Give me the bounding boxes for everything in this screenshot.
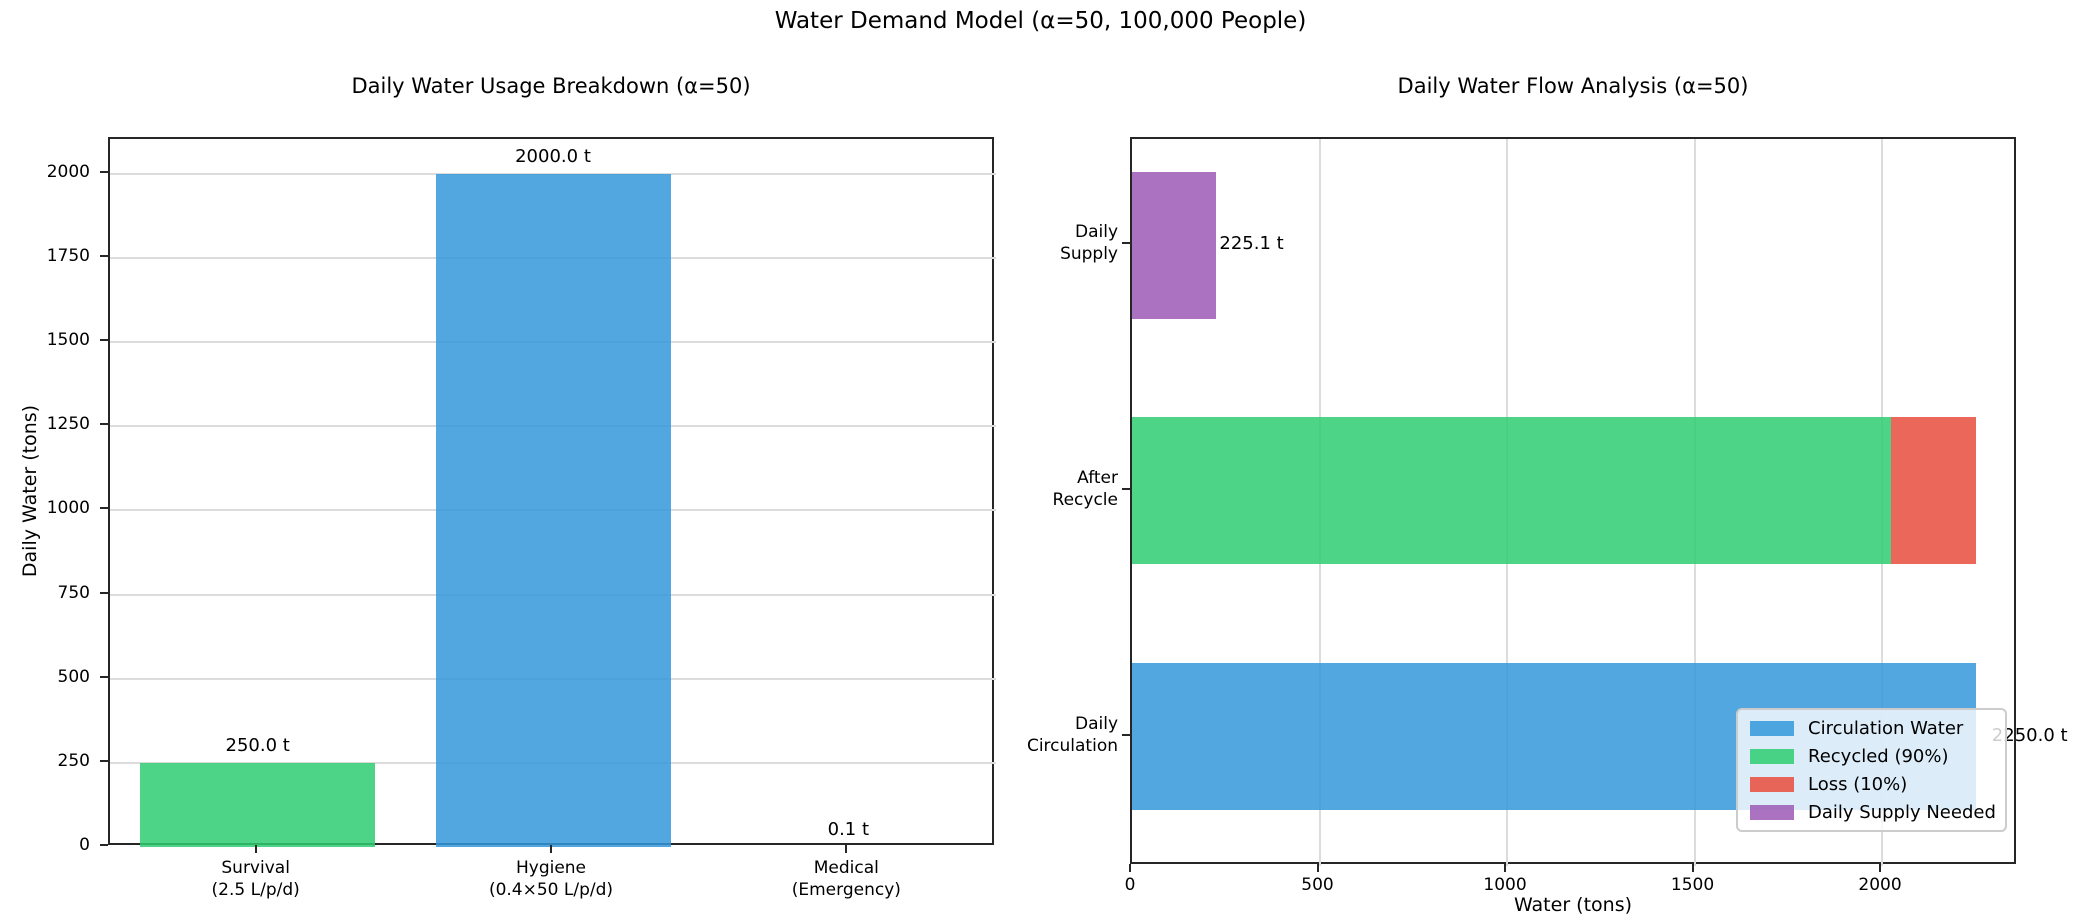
bar-segment-daily-supply-needed: [1132, 171, 1217, 319]
x-category-label: Hygiene (0.4×50 L/p/d): [488, 858, 614, 901]
x-tick-mark: [1504, 864, 1507, 872]
bar-value-label: 250.0 t: [225, 734, 290, 756]
y-tick-mark: [100, 844, 108, 846]
x-category-label: Survival (2.5 L/p/d): [211, 858, 300, 901]
right-x-axis-label: Water (tons): [1513, 894, 1633, 916]
y-tick-mark: [1122, 733, 1130, 736]
x-tick-label: 1500: [1670, 875, 1715, 895]
y-tick-label: 2000: [46, 161, 90, 182]
right-chart-title: Daily Water Flow Analysis (α=50): [1397, 74, 1749, 98]
x-tick-mark: [1316, 864, 1319, 872]
bar-segment-loss-10: [1891, 417, 1976, 565]
legend-item-loss-10: Loss (10%): [1738, 770, 2005, 798]
x-tick-mark: [845, 845, 848, 853]
bar-segment-recycled-90: [1132, 417, 1892, 565]
y-tick-label: 1000: [46, 498, 90, 519]
legend: Circulation Water Recycled (90%) Loss (10%…: [1736, 708, 2007, 832]
legend-swatch-icon: [1750, 804, 1794, 820]
bar-value-label: 2000.0 t: [515, 145, 591, 167]
figure-title: Water Demand Model (α=50, 100,000 People…: [774, 8, 1307, 34]
bar-survival: [140, 762, 376, 847]
y-category-label: Daily Supply: [1060, 222, 1118, 265]
x-tick-label: 2000: [1858, 875, 1902, 895]
x-tick-mark: [254, 845, 257, 853]
left-chart-title: Daily Water Usage Breakdown (α=50): [351, 74, 751, 98]
y-tick-mark: [100, 423, 108, 426]
y-tick-mark: [100, 339, 108, 342]
y-tick-mark: [100, 591, 108, 594]
x-tick-label: 0: [1124, 875, 1136, 895]
y-category-label: Daily Circulation: [1026, 713, 1118, 756]
x-tick-mark: [550, 845, 552, 853]
x-tick-label: 500: [1301, 875, 1334, 895]
y-tick-label: 1250: [46, 414, 90, 435]
legend-label: Loss (10%): [1808, 773, 1908, 795]
legend-swatch-icon: [1750, 748, 1794, 764]
legend-label: Daily Supply Needed: [1808, 801, 1996, 823]
x-category-label: Medical (Emergency): [791, 858, 901, 901]
left-plot-area: 250.0 t 2000.0 t 0.1 t: [108, 137, 996, 847]
y-tick-mark: [100, 170, 108, 173]
y-tick-mark: [100, 507, 108, 510]
legend-item-circulation-water: Circulation Water: [1738, 714, 2005, 742]
y-tick-label: 0: [79, 835, 90, 855]
bar-hygiene: [435, 173, 671, 847]
x-tick-mark: [1879, 864, 1882, 872]
x-tick-label: 1000: [1483, 875, 1527, 895]
y-tick-label: 1500: [46, 330, 90, 351]
y-category-label: After Recycle: [1052, 467, 1118, 510]
bar-annotation: 2250.0 t: [1991, 724, 2068, 746]
x-tick-mark: [1691, 864, 1694, 872]
y-tick-mark: [1122, 487, 1130, 490]
y-tick-label: 250: [57, 750, 90, 771]
y-tick-mark: [100, 675, 108, 678]
y-tick-mark: [100, 759, 108, 762]
bar-value-label: 0.1 t: [827, 818, 870, 840]
y-tick-label: 500: [57, 666, 90, 687]
x-tick-mark: [1129, 864, 1131, 872]
bar-annotation: 225.1 t: [1219, 233, 1284, 255]
legend-item-daily-supply-needed: Daily Supply Needed: [1738, 798, 2005, 826]
legend-swatch-icon: [1750, 776, 1794, 792]
legend-item-recycled-90: Recycled (90%): [1738, 742, 2005, 770]
legend-swatch-icon: [1750, 720, 1794, 736]
legend-label: Circulation Water: [1808, 717, 1964, 739]
y-tick-mark: [100, 255, 108, 258]
legend-label: Recycled (90%): [1808, 745, 1949, 767]
y-tick-mark: [1122, 242, 1130, 245]
y-tick-label: 1750: [46, 246, 90, 267]
y-tick-label: 750: [57, 582, 90, 603]
